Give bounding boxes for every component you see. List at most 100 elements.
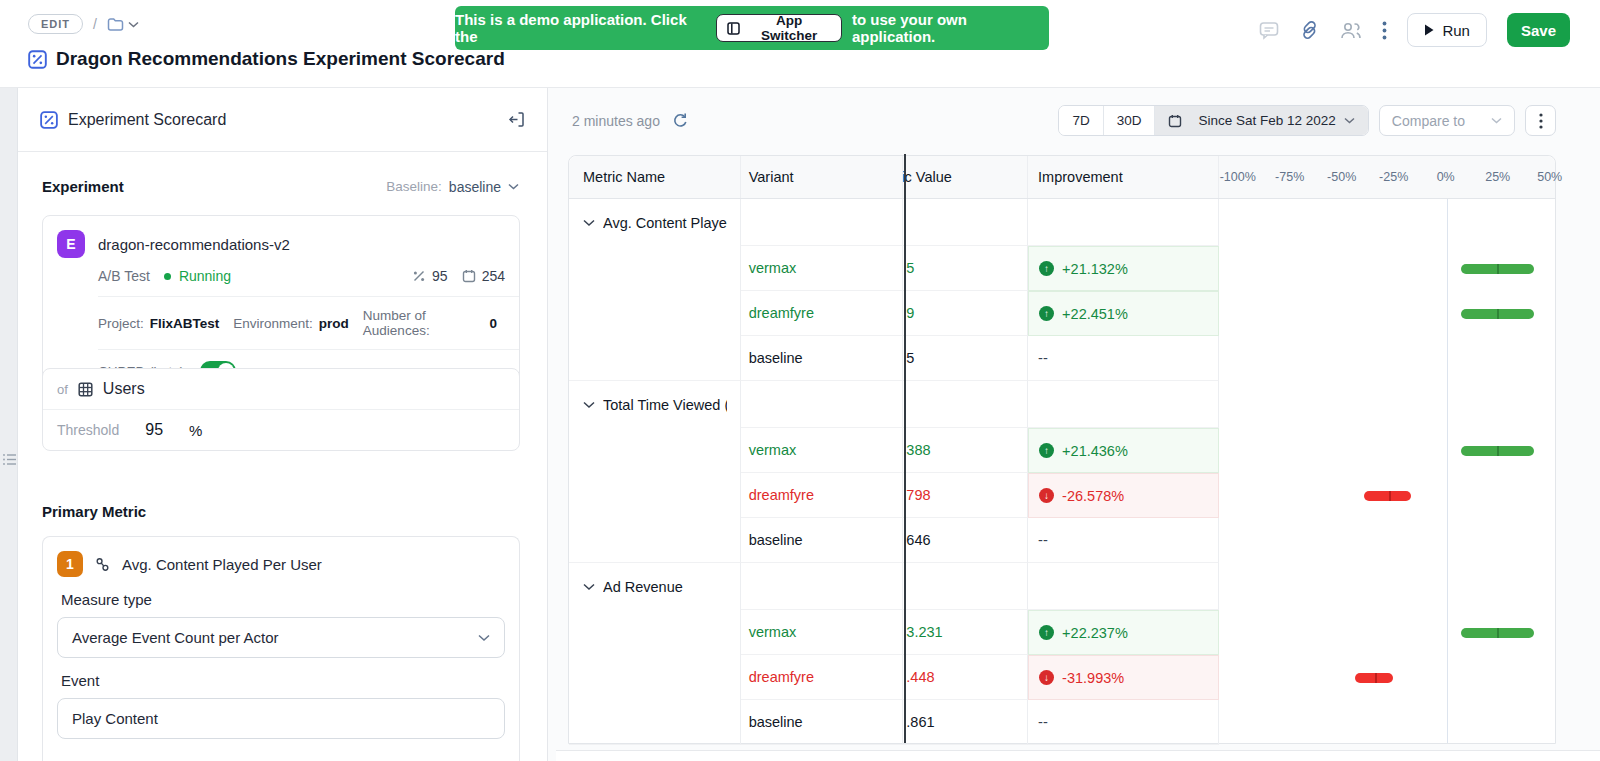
column-header-metric-value[interactable]: Metric Value: [903, 156, 1028, 198]
folder-dropdown[interactable]: [107, 17, 139, 32]
metric-value: 388: [906, 442, 930, 458]
percent-icon: [412, 269, 426, 283]
results-area: 2 minutes ago 7D 30D Since Sat Feb 12 20…: [548, 88, 1600, 761]
top-bar: EDIT / Dragon Recommendations Experiment…: [0, 0, 1600, 88]
collapse-panel-icon[interactable]: [508, 111, 525, 128]
variant-cell[interactable]: dreamfyre: [741, 473, 904, 518]
save-button[interactable]: Save: [1507, 13, 1570, 47]
days-stat: 254: [482, 268, 505, 284]
variant-cell[interactable]: vermax: [741, 246, 904, 291]
comment-icon[interactable]: [1259, 21, 1279, 40]
range-7d-button[interactable]: 7D: [1059, 106, 1103, 135]
arrow-up-circle-icon: ↑: [1039, 443, 1054, 458]
metric-group-cell[interactable]: Avg. Content Played: [569, 199, 741, 246]
improvement-cell: --: [1028, 518, 1219, 563]
metric-group-row: Avg. Content Played: [569, 199, 1555, 246]
date-range-button[interactable]: Since Sat Feb 12 2022: [1155, 106, 1367, 135]
metric-value: 5: [906, 350, 914, 366]
improvement-cell: ↑+21.436%: [1028, 428, 1219, 473]
experiment-name: dragon-recommendations-v2: [98, 236, 290, 253]
threshold-unit: %: [189, 422, 202, 439]
variant-cell[interactable]: dreamfyre: [741, 655, 904, 700]
chevron-down-icon[interactable]: [583, 401, 595, 409]
app-switcher-button[interactable]: App Switcher: [716, 14, 841, 42]
metric-value: 646: [906, 532, 930, 548]
experiment-card-title-row: E dragon-recommendations-v2: [43, 216, 519, 264]
improvement-cell: ↑+22.237%: [1028, 610, 1219, 655]
table-header: Metric Name Variant Metric Value Improve…: [569, 156, 1555, 199]
refresh-icon[interactable]: [672, 112, 689, 129]
experiment-stats: 95 254: [412, 268, 505, 284]
variant-name: baseline: [749, 714, 803, 730]
metric-value: 798: [906, 487, 930, 503]
improvement-cell: ↓-31.993%: [1028, 655, 1219, 700]
experiment-scorecard-app: EDIT / Dragon Recommendations Experiment…: [0, 0, 1600, 761]
metric-value-cell: 5: [903, 336, 1028, 381]
scorecard-icon: [40, 111, 58, 129]
table-row: baseline646 --: [569, 518, 1555, 563]
experiment-section-label: Experiment: [42, 178, 124, 195]
frozen-column-divider[interactable]: [904, 154, 906, 743]
improvement-value: --: [1038, 532, 1048, 548]
sidebar-icon: [727, 22, 740, 35]
event-select[interactable]: Play Content: [57, 698, 505, 739]
people-icon[interactable]: [1340, 21, 1362, 40]
title-row: Dragon Recommendations Experiment Scorec…: [28, 48, 505, 70]
link-icon[interactable]: [1299, 20, 1320, 40]
chart-cell: [1219, 473, 1555, 518]
variant-cell[interactable]: baseline: [741, 700, 904, 745]
column-header-improvement[interactable]: Improvement: [1028, 156, 1219, 198]
range-30d-button[interactable]: 30D: [1104, 106, 1156, 135]
chevron-down-icon[interactable]: [583, 583, 595, 591]
arrow-up-circle-icon: ↑: [1039, 261, 1054, 276]
metric-order-badge: 1: [57, 551, 83, 577]
table-kebab-menu[interactable]: [1525, 105, 1556, 136]
metric-group-row: Total Time Viewed (: [569, 381, 1555, 428]
table-row: baseline .861 --: [569, 700, 1555, 745]
improvement-value: --: [1038, 714, 1048, 730]
column-header-variant[interactable]: Variant: [741, 156, 904, 198]
config-panel-header: Experiment Scorecard: [18, 88, 547, 152]
variant-cell[interactable]: baseline: [741, 518, 904, 563]
chart-cell: [1219, 336, 1555, 381]
variant-cell[interactable]: baseline: [741, 336, 904, 381]
unit-row[interactable]: of Users: [43, 369, 519, 409]
unit-prefix-label: of: [57, 382, 68, 397]
improvement-cell: [1028, 199, 1219, 246]
panel-drag-handle-icon[interactable]: [2, 452, 17, 467]
metric-group-cell[interactable]: Ad Revenue: [569, 563, 741, 610]
environment-label: Environment:: [233, 316, 313, 331]
compare-to-dropdown[interactable]: Compare to: [1379, 105, 1515, 136]
column-header-metric-name[interactable]: Metric Name: [569, 156, 741, 198]
metric-value-cell: .861: [903, 700, 1028, 745]
chevron-down-icon[interactable]: [583, 219, 595, 227]
date-range-segmented: 7D 30D Since Sat Feb 12 2022: [1058, 105, 1368, 136]
primary-metric-label: Primary Metric: [42, 503, 146, 520]
chevron-down-icon: [508, 183, 519, 190]
run-button[interactable]: Run: [1407, 13, 1487, 47]
measure-type-select[interactable]: Average Event Count per Actor: [57, 617, 505, 658]
confidence-interval-bar: [1355, 673, 1393, 683]
experiment-meta-row: Project: FlixABTest Environment: prod Nu…: [43, 297, 519, 349]
improvement-cell: ↑+22.451%: [1028, 291, 1219, 336]
baseline-label: Baseline:: [386, 179, 442, 194]
improvement-cell: ↓-26.578%: [1028, 473, 1219, 518]
baseline-dropdown[interactable]: Baseline: baseline: [386, 179, 519, 195]
calendar-icon: [1168, 114, 1182, 128]
chart-cell: [1219, 428, 1555, 473]
threshold-input[interactable]: 95: [145, 421, 163, 439]
scorecard-icon: [28, 50, 47, 69]
variant-cell[interactable]: vermax: [741, 428, 904, 473]
variant-cell[interactable]: vermax: [741, 610, 904, 655]
variant-cell[interactable]: dreamfyre: [741, 291, 904, 336]
kebab-menu-icon[interactable]: [1382, 21, 1387, 40]
edit-mode-badge: EDIT: [28, 14, 83, 34]
axis-tick: -100%: [1220, 170, 1256, 184]
chart-cell: [1219, 655, 1555, 700]
metric-group-cell[interactable]: Total Time Viewed (: [569, 381, 741, 428]
chevron-down-icon: [1491, 117, 1502, 124]
left-rail: [0, 88, 18, 761]
metric-name-cell: [569, 246, 741, 291]
chart-cell: [1219, 563, 1555, 610]
metric-link-icon: [95, 557, 110, 572]
